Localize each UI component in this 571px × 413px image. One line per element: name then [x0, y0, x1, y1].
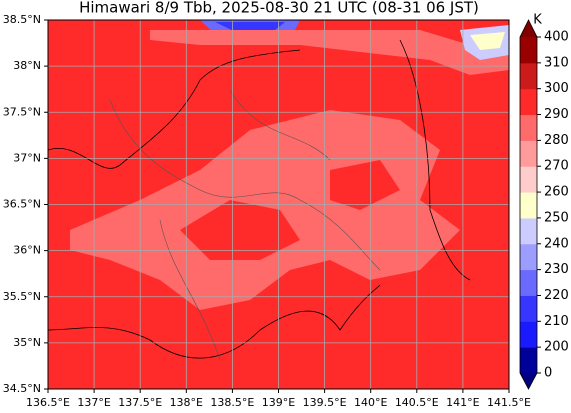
colorbar-segment [520, 243, 537, 271]
colorbar-tick-label: 0 [544, 366, 552, 381]
x-tick-label: 141.5°E [487, 396, 531, 409]
colorbar-segment [520, 295, 537, 322]
colorbar-segment [520, 192, 537, 219]
colorbar-segment [520, 166, 537, 193]
y-tick-label: 34.5°N [3, 382, 41, 395]
title: Himawari 8/9 Tbb, 2025-08-30 21 UTC (08-… [79, 0, 479, 17]
colorbar-tick-label: 240 [544, 236, 569, 251]
colorbar-tick-label: 280 [544, 133, 569, 148]
y-tick-label: 38°N [13, 59, 41, 72]
colorbar-unit: K [533, 13, 542, 28]
colorbar-extend-under [520, 373, 537, 389]
warm-patch [180, 200, 300, 260]
colorbar-tick-label: 230 [544, 262, 569, 277]
y-tick-label: 36°N [13, 244, 41, 257]
colorbar-tick-label: 300 [544, 81, 569, 96]
warm-patch [330, 160, 400, 210]
colorbar-tick-label: 220 [544, 288, 569, 303]
x-tick-label: 139°E [262, 396, 295, 409]
x-tick-label: 138°E [170, 396, 203, 409]
y-tick-label: 35°N [13, 336, 41, 349]
x-tick-label: 138.5°E [210, 396, 254, 409]
colorbar-extend-over [520, 20, 537, 37]
y-tick-label: 35.5°N [3, 290, 41, 303]
x-tick-label: 140°E [354, 396, 387, 409]
y-tick-label: 37°N [13, 151, 41, 164]
colorbar-tick-label: 210 [544, 314, 569, 329]
x-tick-label: 140.5°E [395, 396, 439, 409]
colorbar-segment [520, 140, 537, 167]
colorbar-segment [520, 269, 537, 296]
colorbar-tick-label: 260 [544, 185, 569, 200]
colorbar-tick-label: 270 [544, 159, 569, 174]
colorbar-tick-label: 290 [544, 107, 569, 122]
colorbar-tick-label: 400 [544, 30, 569, 45]
y-tick-label: 36.5°N [3, 198, 41, 211]
colorbar-segment [520, 347, 537, 374]
colorbar-segment [520, 321, 537, 348]
y-tick-label: 37.5°N [3, 105, 41, 118]
colorbar-segment [520, 37, 537, 64]
cold-cloud [470, 32, 505, 50]
x-tick-label: 141°E [446, 396, 479, 409]
x-tick-label: 137°E [77, 396, 110, 409]
colorbar-tick-label: 200 [544, 340, 569, 355]
x-tick-label: 137.5°E [118, 396, 162, 409]
y-tick-label: 38.5°N [3, 13, 41, 26]
x-tick-label: 136.5°E [26, 396, 70, 409]
x-tick-label: 139.5°E [303, 396, 347, 409]
colorbar-segment [520, 114, 537, 141]
colorbar-segment [520, 217, 537, 245]
colorbar-segment [520, 62, 537, 90]
colorbar-tick-label: 310 [544, 55, 569, 70]
cloud-patch [150, 30, 509, 75]
colorbar-segment [520, 88, 537, 116]
colorbar-tick-label: 250 [544, 210, 569, 225]
coastline [47, 39, 471, 359]
